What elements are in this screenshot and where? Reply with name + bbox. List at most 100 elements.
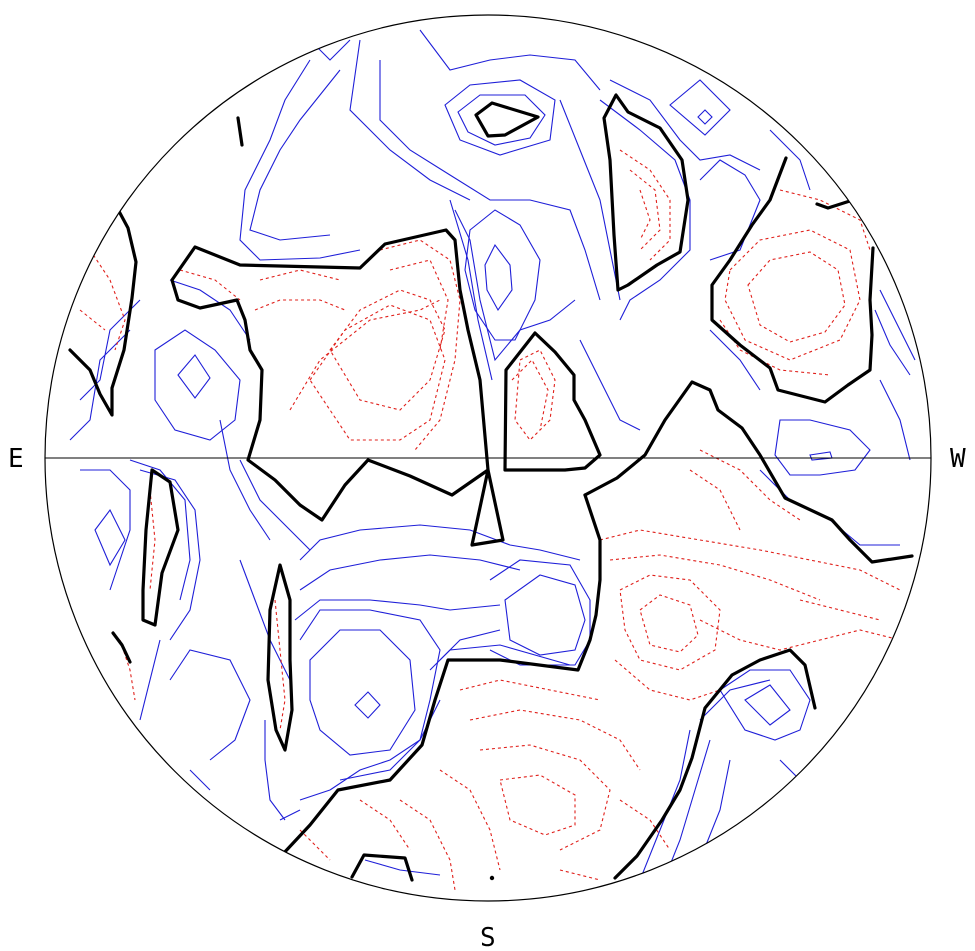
zero-contour bbox=[266, 563, 294, 752]
negative-contour bbox=[639, 189, 651, 241]
zero-contour bbox=[280, 493, 602, 857]
negative-contour bbox=[119, 639, 136, 701]
negative-contour bbox=[309, 304, 446, 441]
positive-contour bbox=[639, 729, 691, 881]
zero-contour bbox=[474, 101, 540, 138]
positive-contour bbox=[879, 379, 911, 461]
positive-contour bbox=[464, 209, 541, 341]
zero-contour bbox=[503, 331, 602, 472]
positive-contour bbox=[169, 649, 251, 761]
zero-contour bbox=[350, 853, 414, 882]
negative-contour bbox=[629, 169, 661, 251]
positive-contour bbox=[79, 299, 141, 401]
positive-contours bbox=[69, 19, 916, 891]
positive-contour bbox=[774, 419, 871, 476]
positive-contour bbox=[294, 599, 501, 621]
negative-contour bbox=[779, 189, 871, 251]
positive-contour bbox=[709, 329, 761, 391]
positive-contour bbox=[177, 354, 211, 399]
positive-contour bbox=[279, 809, 301, 821]
negative-contour bbox=[614, 659, 721, 701]
negative-contour bbox=[299, 829, 331, 861]
negative-contour bbox=[699, 619, 901, 651]
compass-east-label: E bbox=[8, 444, 24, 474]
positive-contour bbox=[769, 129, 811, 191]
positive-contour bbox=[744, 684, 791, 726]
net-outline bbox=[44, 14, 932, 902]
negative-contour bbox=[399, 799, 456, 891]
positive-contour bbox=[80, 469, 131, 591]
positive-contour bbox=[579, 339, 641, 431]
positive-contour bbox=[809, 451, 833, 461]
negative-contour bbox=[799, 599, 881, 621]
positive-contour bbox=[219, 419, 271, 541]
negative-contour bbox=[689, 469, 741, 531]
zero-contours bbox=[68, 93, 914, 882]
negative-contour bbox=[559, 869, 601, 881]
positive-contour bbox=[719, 669, 811, 741]
positive-contour bbox=[609, 79, 761, 171]
negative-contours bbox=[79, 149, 901, 891]
negative-contour bbox=[619, 574, 721, 671]
positive-contour bbox=[379, 60, 601, 301]
positive-contour bbox=[189, 769, 211, 791]
negative-contour bbox=[459, 679, 601, 701]
negative-contour bbox=[389, 259, 449, 351]
zero-contour bbox=[170, 228, 490, 522]
positive-contour bbox=[454, 209, 576, 362]
positive-contour bbox=[69, 329, 131, 441]
negative-contour bbox=[259, 269, 341, 281]
negative-contour bbox=[514, 349, 556, 441]
positive-contour bbox=[599, 99, 691, 321]
positive-contour bbox=[419, 29, 601, 91]
compass-south-label: S bbox=[480, 923, 496, 951]
negative-contour bbox=[619, 799, 671, 851]
negative-contour bbox=[747, 251, 846, 343]
positive-contour bbox=[354, 691, 381, 719]
negative-contour bbox=[254, 299, 346, 311]
negative-contour bbox=[511, 359, 549, 431]
negative-contour bbox=[289, 299, 441, 411]
positive-contour bbox=[299, 29, 351, 61]
negative-contour bbox=[724, 229, 861, 361]
positive-contour bbox=[129, 459, 191, 601]
positive-contour bbox=[299, 789, 331, 801]
negative-contour bbox=[359, 799, 411, 851]
zero-contour bbox=[236, 116, 244, 147]
zero-contour bbox=[111, 631, 132, 664]
positive-contour bbox=[94, 508, 126, 567]
negative-contour bbox=[179, 269, 241, 301]
negative-contour bbox=[379, 239, 461, 451]
negative-contour bbox=[499, 774, 576, 836]
positive-contour bbox=[697, 109, 713, 125]
negative-contour bbox=[439, 769, 501, 871]
zero-contour bbox=[710, 156, 875, 404]
positive-contour bbox=[429, 644, 571, 671]
positive-contour bbox=[239, 459, 311, 551]
zero-contour bbox=[470, 468, 505, 547]
positive-contour bbox=[659, 739, 711, 891]
negative-contour bbox=[469, 709, 641, 771]
zero-contour-dot bbox=[783, 790, 789, 796]
positive-contour bbox=[484, 243, 513, 312]
negative-contour bbox=[599, 529, 901, 591]
positive-contour bbox=[264, 720, 286, 821]
negative-contour bbox=[79, 309, 106, 331]
positive-contour bbox=[444, 79, 556, 156]
negative-contour bbox=[699, 449, 801, 521]
positive-contour bbox=[779, 759, 801, 781]
negative-contour bbox=[274, 599, 286, 731]
positive-contour bbox=[299, 524, 581, 561]
positive-contour bbox=[879, 289, 916, 361]
zero-contour bbox=[141, 468, 180, 627]
positive-contour bbox=[449, 199, 493, 381]
contour-field bbox=[68, 19, 916, 891]
positive-contour bbox=[299, 609, 441, 781]
negative-contour bbox=[639, 594, 699, 653]
negative-contour bbox=[619, 149, 671, 261]
positive-contour bbox=[439, 629, 501, 661]
negative-contour bbox=[89, 249, 126, 351]
positive-contour bbox=[349, 39, 471, 201]
positive-contour bbox=[169, 279, 251, 341]
